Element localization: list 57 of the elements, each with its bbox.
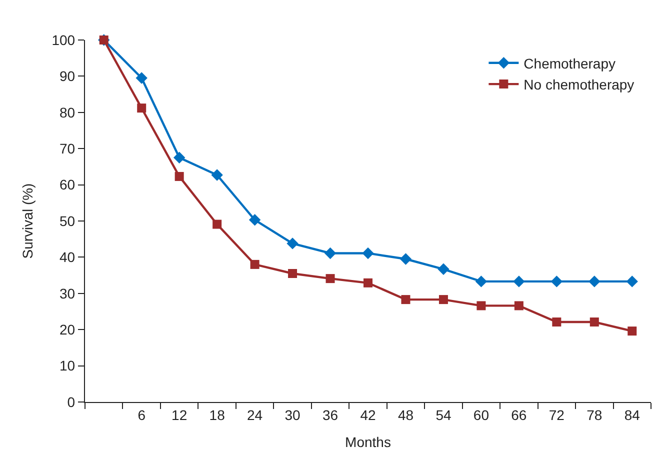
x-tick-label: 30: [284, 406, 301, 423]
x-tick-label: 66: [511, 406, 527, 423]
point: [476, 301, 486, 310]
x-tick-label: 18: [209, 406, 226, 423]
point: [362, 247, 374, 260]
point: [552, 318, 562, 326]
x-tick-label: 12: [172, 406, 188, 423]
point: [514, 301, 524, 310]
point: [401, 295, 410, 304]
x-tick-label: 48: [398, 406, 414, 423]
point: [136, 72, 148, 84]
y-tick-label: 30: [60, 285, 76, 302]
x-tick-label: 78: [586, 406, 602, 423]
y-tick-label: 80: [60, 104, 76, 120]
point: [475, 276, 488, 288]
point: [137, 104, 146, 113]
point: [438, 295, 448, 304]
point: [286, 238, 298, 250]
x-tick-label: 6: [138, 406, 146, 423]
point: [173, 152, 186, 164]
point: [550, 276, 563, 288]
y-tick-label: 70: [60, 140, 76, 156]
x-tick-label: 36: [322, 406, 338, 423]
point: [628, 326, 637, 336]
x-tick-label: 54: [436, 406, 452, 423]
point: [212, 220, 222, 229]
x-tick-label: 42: [360, 406, 376, 423]
y-tick-label: 90: [60, 68, 76, 84]
x-axis-title: Months: [345, 434, 391, 450]
point: [248, 214, 261, 226]
x-tick-label: 60: [473, 406, 490, 423]
y-tick-label: 10: [60, 358, 76, 374]
x-tick-label: 24: [247, 406, 263, 423]
point: [288, 268, 298, 278]
y-tick-label: 0: [67, 394, 76, 410]
y-tick-label: 40: [60, 249, 76, 266]
point: [438, 263, 450, 275]
y-tick-label: 100: [52, 32, 76, 48]
x-tick-label: 84: [624, 406, 640, 423]
y-tick-label: 20: [60, 322, 76, 338]
point: [590, 318, 599, 326]
point: [588, 276, 600, 288]
y-tick-label: 50: [60, 212, 76, 229]
point: [626, 276, 638, 288]
point: [513, 276, 525, 288]
point: [324, 247, 336, 260]
point: [250, 260, 260, 269]
point: [174, 172, 184, 181]
legend-label: No chemotherapy: [524, 76, 634, 92]
point: [211, 169, 223, 181]
y-tick-label: 60: [60, 176, 76, 193]
x-tick-label: 72: [548, 406, 565, 423]
y-axis-title: Survival (%): [19, 183, 36, 259]
legend-label: Chemotherapy: [524, 55, 616, 72]
point: [326, 274, 335, 284]
point: [400, 253, 412, 265]
point: [364, 278, 372, 288]
